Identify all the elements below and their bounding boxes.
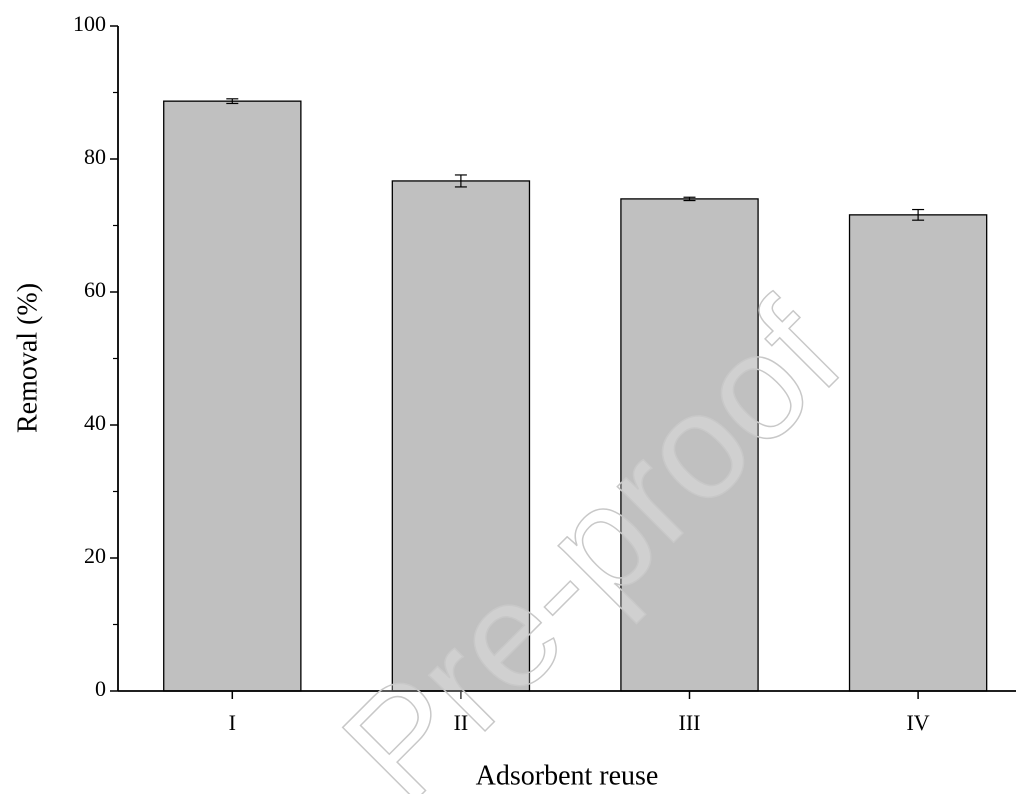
error-bar xyxy=(454,174,467,188)
y-axis-label: Removal (%) xyxy=(12,283,43,433)
bar xyxy=(391,180,531,692)
bar xyxy=(848,214,988,692)
y-tick-label: 40 xyxy=(84,410,106,435)
y-tick-label: 20 xyxy=(84,543,106,568)
y-tick-label: 0 xyxy=(95,676,106,701)
x-axis-label: Adsorbent reuse xyxy=(476,760,659,791)
x-tick-label: IV xyxy=(906,710,929,735)
y-tick-label: 100 xyxy=(73,11,106,36)
y-tick-label: 80 xyxy=(84,144,106,169)
x-tick-label: I xyxy=(229,710,236,735)
x-tick-label: III xyxy=(679,710,701,735)
error-bar xyxy=(226,98,239,105)
bar xyxy=(620,198,759,692)
x-tick-label: II xyxy=(454,710,469,735)
error-bar xyxy=(912,208,925,221)
error-bar xyxy=(683,196,696,202)
y-tick-label: 60 xyxy=(84,277,106,302)
bar xyxy=(163,100,302,692)
